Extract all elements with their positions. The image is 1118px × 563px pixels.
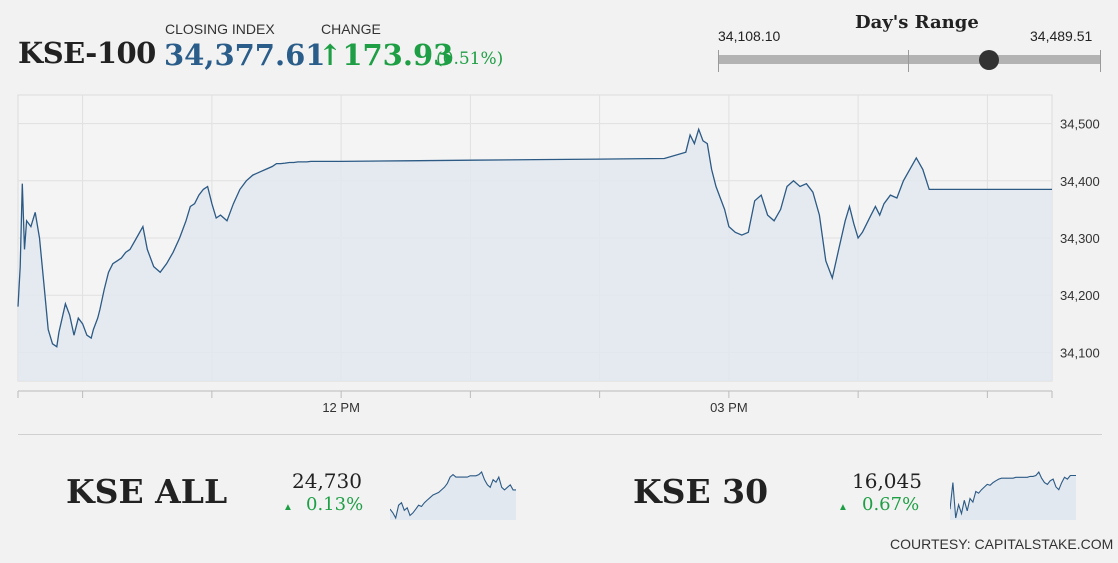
series-area: [18, 129, 1052, 381]
mini-index-value: 24,730: [292, 469, 362, 493]
kse100-intraday-chart: 34,100 34,200 34,300 34,400 34,500 12 PM 03 PM: [17, 94, 1100, 415]
day-range-high: 34,489.51: [1030, 28, 1093, 44]
mini-index-name: KSE 30: [633, 472, 769, 511]
closing-index-label: CLOSING INDEX: [165, 21, 275, 37]
mini-index-value: 16,045: [852, 469, 922, 493]
change-percent: (0.51%): [436, 49, 504, 69]
mini-index-change: 0.13%: [306, 494, 364, 515]
index-name: KSE-100: [18, 36, 156, 70]
triangle-up-icon: ▲: [838, 502, 848, 513]
y-tick-label: 34,300: [1060, 231, 1100, 246]
day-range-current-marker: [978, 50, 999, 70]
triangle-up-icon: ▲: [283, 502, 293, 513]
series-line: [17, 127, 1052, 348]
day-range-tick: [908, 50, 909, 72]
y-tick-label: 34,200: [1060, 288, 1100, 303]
arrow-up-icon: ↑: [318, 38, 343, 72]
y-tick-label: 34,400: [1060, 174, 1100, 189]
closing-index-value: 34,377.61: [164, 38, 326, 72]
change-label: CHANGE: [321, 21, 381, 37]
mini-area: [950, 472, 1076, 520]
day-range-title: Day's Range: [855, 12, 979, 33]
day-range-track: [718, 55, 1101, 64]
mini-sparkline: [950, 470, 1076, 520]
x-tick-label: 03 PM: [710, 400, 748, 415]
y-tick-label: 34,500: [1060, 117, 1100, 132]
change-value: ↑173.93: [318, 38, 453, 72]
x-tick-label: 12 PM: [322, 400, 360, 415]
day-range-tick: [718, 50, 719, 72]
mini-line: [950, 470, 1076, 519]
courtesy-credit: COURTESY: CAPITALSTAKE.COM: [890, 536, 1114, 552]
day-range-low: 34,108.10: [718, 28, 781, 44]
mini-index-change: 0.67%: [862, 494, 920, 515]
mini-area: [390, 472, 516, 520]
mini-index-name: KSE ALL: [66, 472, 228, 511]
y-tick-label: 34,100: [1060, 345, 1100, 360]
mini-line: [390, 471, 516, 520]
section-divider: [18, 434, 1102, 435]
day-range-tick: [1100, 50, 1101, 72]
mini-sparkline: [390, 471, 516, 520]
change-number: 173.93: [342, 38, 454, 72]
